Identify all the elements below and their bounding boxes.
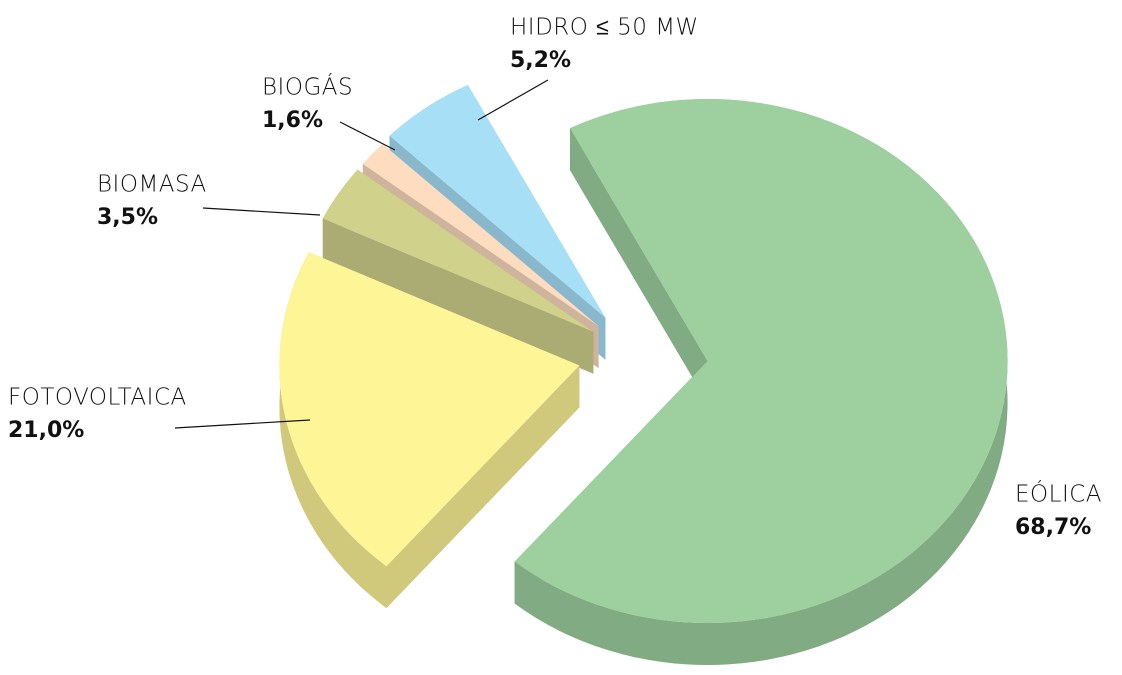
slice-label: BIOMASA	[97, 172, 207, 198]
slice-side	[569, 128, 708, 404]
value-label: 68,7%	[1015, 515, 1091, 540]
slice-side	[279, 252, 387, 609]
value-label: 21,0%	[8, 418, 84, 443]
slice-side	[386, 365, 580, 609]
leader-line	[202, 207, 321, 216]
slice-label: BIOGÁS	[262, 73, 353, 101]
slice	[322, 169, 594, 332]
slice	[362, 144, 599, 327]
slice-label: EÓLICA	[1015, 480, 1102, 508]
slice	[279, 252, 580, 567]
leader-line	[174, 419, 311, 429]
value-label: 5,2%	[510, 48, 571, 73]
value-label: 1,6%	[262, 108, 323, 133]
slice-side	[322, 218, 594, 374]
slice-label: FOTOVOLTAICA	[8, 385, 187, 411]
leader-line	[477, 79, 549, 121]
slice	[389, 84, 606, 318]
slice-side	[514, 99, 1008, 666]
slice-label: HIDRO ≤ 50 MW	[510, 15, 699, 41]
slice	[514, 99, 1008, 624]
leader-line	[339, 121, 396, 151]
value-label: 3,5%	[97, 205, 158, 230]
